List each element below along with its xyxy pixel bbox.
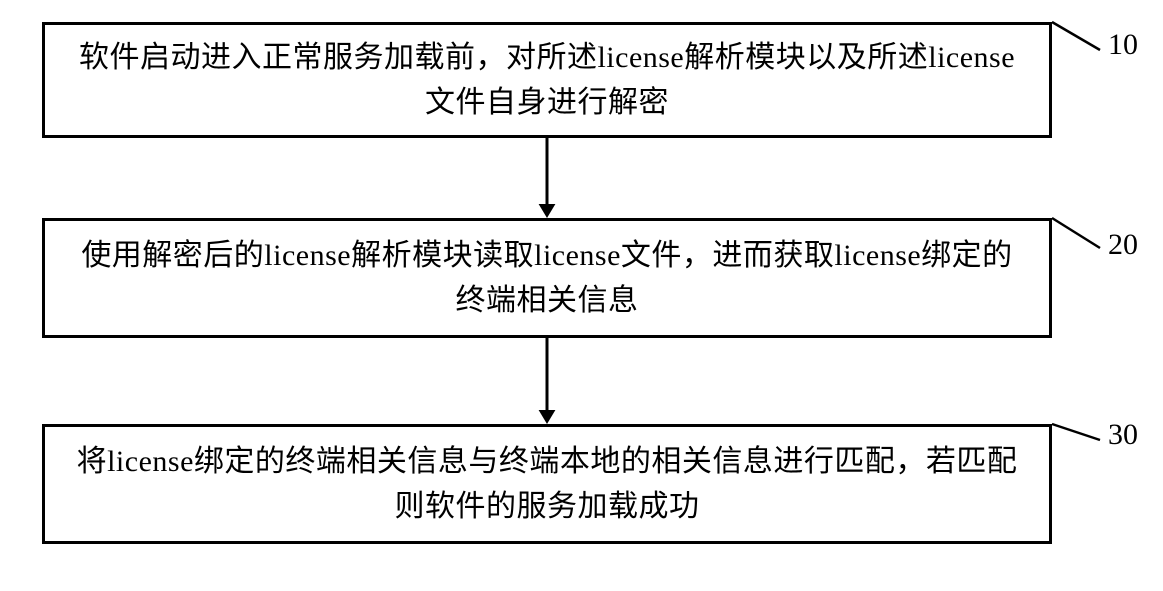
arrow-step20-to-step30: [0, 0, 1163, 591]
flowchart-canvas: 软件启动进入正常服务加载前，对所述license解析模块以及所述license文…: [0, 0, 1163, 591]
